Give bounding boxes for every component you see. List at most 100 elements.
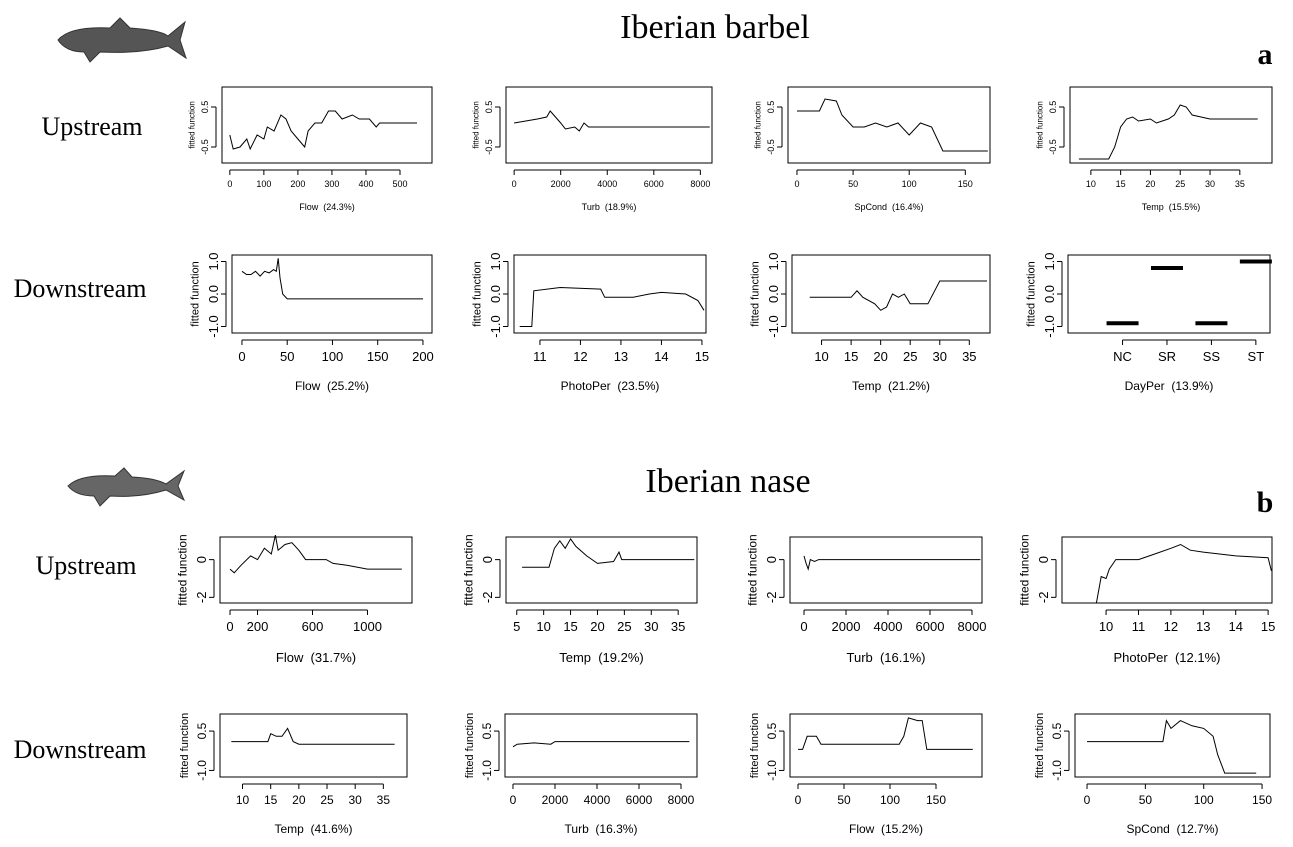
y-axis-label: fitted function	[749, 713, 761, 778]
x-tick-label: 10	[1086, 179, 1096, 189]
plot: -1.0 0.0 1.0 fitted function PhotoPer (23.5%…	[472, 252, 710, 393]
x-tick-label: 8000	[690, 179, 710, 189]
row-label: Upstream	[41, 112, 142, 141]
line	[1087, 719, 1257, 774]
x-tick-label: 14	[1228, 619, 1242, 634]
plot-box	[789, 536, 983, 604]
y-axis-label: fitted function	[472, 101, 481, 149]
x-tick-label: 15	[844, 349, 858, 364]
plot-box	[1074, 713, 1271, 778]
x-tick-label: 400	[358, 179, 373, 189]
y-tick-label: 0.5	[1050, 722, 1064, 739]
y-tick-label: 0.5	[484, 101, 494, 114]
x-tick-label: 35	[1235, 179, 1245, 189]
x-axis-label: PhotoPer (12.1%)	[1114, 650, 1221, 665]
x-tick-label: 0	[794, 179, 799, 189]
panel-label: a	[1258, 38, 1273, 71]
y-tick-label: 0.0	[766, 285, 781, 303]
x-tick-label: 1000	[353, 619, 382, 634]
y-tick-label: -0.5	[484, 139, 494, 155]
x-tick-label: 25	[1175, 179, 1185, 189]
x-tick-label: 50	[1139, 793, 1153, 807]
y-tick-label: 0.0	[488, 285, 503, 303]
y-tick-label: 0	[764, 556, 779, 563]
x-tick-label: 25	[903, 349, 917, 364]
plot: -1.0 0.5 fitted function Turb (16.3%) 0 2000 4…	[464, 713, 698, 836]
x-tick-label: 13	[1196, 619, 1210, 634]
plot: -2 0 fitted function Temp (19.2%) 5 10 15 20 25 3…	[462, 534, 698, 665]
y-axis-label: fitted function	[188, 101, 197, 149]
x-tick-label: 15	[1116, 179, 1126, 189]
plot-box	[505, 86, 713, 164]
y-tick-label: -1.0	[766, 315, 781, 337]
plot: -1.0 0.0 1.0 fitted function DayPer (13.9%) N…	[1026, 252, 1272, 393]
x-tick-label: 20	[292, 793, 306, 807]
x-tick-label: 25	[320, 793, 334, 807]
plot-box	[513, 254, 707, 334]
plot-box	[791, 254, 991, 334]
x-axis-label: Flow (15.2%)	[849, 822, 923, 836]
x-tick-label: SR	[1158, 349, 1176, 364]
y-tick-label: 1.0	[488, 252, 503, 270]
x-axis-label: SpCond (12.7%)	[1126, 822, 1218, 836]
x-tick-label: 35	[671, 619, 685, 634]
x-tick-label: 0	[800, 619, 807, 634]
x-axis-label: Flow (31.7%)	[276, 650, 356, 665]
x-tick-label: 8000	[958, 619, 987, 634]
x-tick-label: 100	[256, 179, 271, 189]
y-tick-label: 0.5	[1048, 101, 1058, 114]
x-tick-label: 12	[1164, 619, 1178, 634]
y-tick-label: 1.0	[1042, 252, 1057, 270]
line	[798, 717, 973, 750]
y-tick-label: -2	[764, 592, 779, 604]
x-tick-label: 50	[280, 349, 294, 364]
x-tick-label: 30	[1205, 179, 1215, 189]
x-tick-label: 100	[902, 179, 917, 189]
y-tick-label: 0.0	[206, 285, 221, 303]
line	[797, 98, 988, 152]
x-tick-label: 5	[513, 619, 520, 634]
plot-box	[231, 254, 433, 334]
x-axis-label: SpCond (16.4%)	[854, 202, 923, 212]
fish-icon	[67, 467, 186, 507]
x-tick-label: 14	[654, 349, 668, 364]
y-tick-label: -1.0	[1050, 760, 1064, 781]
line	[522, 537, 695, 568]
x-tick-label: 100	[1194, 793, 1214, 807]
line	[512, 741, 690, 748]
x-tick-label: 50	[837, 793, 851, 807]
line	[514, 110, 710, 132]
y-tick-label: 0.5	[200, 101, 210, 114]
x-tick-label: 12	[573, 349, 587, 364]
x-tick-label: 4000	[584, 793, 611, 807]
y-tick-label: -2	[1036, 592, 1051, 604]
y-axis-label: fitted function	[754, 101, 763, 149]
x-tick-label: 600	[302, 619, 324, 634]
x-tick-label: 13	[614, 349, 628, 364]
x-tick-label: 0	[510, 793, 517, 807]
line	[229, 110, 417, 151]
plot: -2 0 fitted function Turb (16.1%) 0 2000 4000 6…	[746, 534, 987, 665]
y-tick-label: -0.5	[200, 139, 210, 155]
y-axis-label: fitted function	[1036, 101, 1045, 149]
x-tick-label: 0	[226, 619, 233, 634]
x-tick-label: 8000	[668, 793, 695, 807]
y-tick-label: 0	[194, 556, 209, 563]
y-axis-label: fitted function	[1026, 261, 1038, 326]
x-tick-label: 0	[238, 349, 245, 364]
y-tick-label: -1.0	[1042, 315, 1057, 337]
y-tick-label: 0.5	[766, 101, 776, 114]
x-tick-label: 150	[926, 793, 946, 807]
y-tick-label: -1.0	[480, 760, 494, 781]
x-tick-label: 4000	[874, 619, 903, 634]
x-tick-label: 4000	[597, 179, 617, 189]
row-label: Downstream	[14, 274, 147, 303]
y-tick-label: -1.0	[195, 760, 209, 781]
x-tick-label: 20	[873, 349, 887, 364]
y-tick-label: 1.0	[766, 252, 781, 270]
x-tick-label: 200	[247, 619, 269, 634]
x-tick-label: 11	[533, 349, 547, 364]
plot-box	[787, 86, 991, 164]
